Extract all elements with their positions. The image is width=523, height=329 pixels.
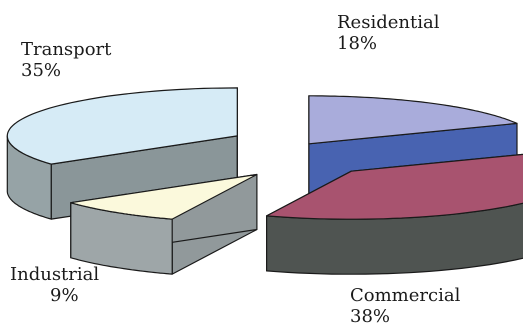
slice-label-residential: Residential 18%	[337, 12, 439, 54]
slice-top-industrial	[70, 173, 258, 220]
slice-industrial	[70, 173, 258, 275]
slice-name-commercial: Commercial	[350, 285, 461, 306]
slice-top-transport	[6, 87, 238, 165]
slice-value-transport: 35%	[21, 60, 62, 81]
slice-name-industrial: Industrial	[10, 264, 100, 285]
slice-top-commercial	[266, 153, 523, 220]
slice-label-industrial: Industrial 9%	[10, 264, 99, 306]
slice-commercial	[266, 153, 523, 275]
slice-value-commercial: 38%	[350, 306, 391, 327]
slice-label-transport: Transport 35%	[21, 39, 111, 81]
slice-top-residential	[308, 95, 518, 145]
slice-value-industrial: 9%	[50, 285, 79, 306]
slice-label-commercial: Commercial 38%	[350, 285, 460, 327]
slice-name-residential: Residential	[337, 12, 440, 33]
slice-value-residential: 18%	[337, 33, 378, 54]
slice-rim-commercial-0	[266, 202, 523, 275]
slice-name-transport: Transport	[21, 39, 112, 60]
